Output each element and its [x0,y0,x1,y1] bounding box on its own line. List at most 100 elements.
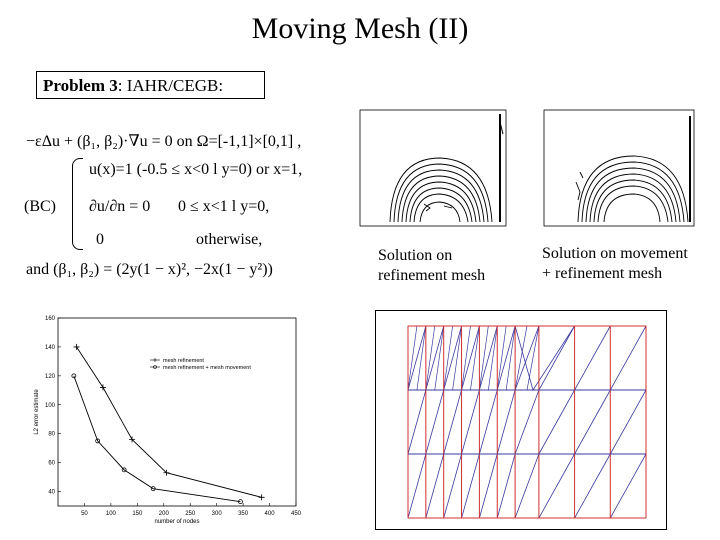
legend-label: mesh refinement + mesh movement [163,365,251,371]
mesh-plot [375,310,667,530]
caption-movement-line-1: Solution on movement [542,245,688,262]
data-point [99,384,106,391]
x-tick-label: 250 [185,511,196,517]
mesh-diagonal [514,389,540,455]
legend-label: mesh refinement [163,358,204,364]
mesh-diagonal [452,325,462,391]
y-tick-label: 60 [48,461,55,467]
bc-line-1: u(x)=1 (-0.5 ≤ x<0 l y=0) or x=1, [89,161,303,178]
data-point [95,438,101,444]
mesh-diagonal [505,325,516,391]
mesh-diagonal [461,389,480,455]
mesh-diagonal [479,325,489,391]
mesh-diagonal [479,325,498,391]
y-tick-label: 120 [45,374,56,380]
problem-label: Problem 3 [43,76,118,95]
mesh-diagonal [443,325,462,391]
mesh-diagonal [538,389,575,455]
problem-name: : IAHR/CEGB: [117,76,224,95]
mesh-diagonal [574,389,611,455]
caption-movement-line-2: + refinement mesh [542,265,663,282]
mesh-diagonal [479,389,498,455]
caption-refinement: Solution on refinement mesh [378,246,485,286]
mesh-diagonal [407,389,427,455]
and-equation: and (β₁, β₂) = (2y(1 − x)², −2x(1 − y²)) [26,261,273,278]
data-point [121,467,127,473]
mesh-diagonal [609,389,647,455]
mesh-diagonal [496,325,516,391]
mesh-diagonal [425,453,445,519]
mesh-diagonal [461,325,471,391]
legend-marker [153,365,157,369]
mesh-diagonal [538,325,575,391]
caption-refinement-line-1: Solution on [378,247,453,264]
error-chart: 50 100 150 200 250 300 350 400 450 40 60 80 100 120 14… [34,316,302,525]
mesh-diagonal [407,453,427,519]
mesh-diagonal [514,453,540,519]
mesh-diagonal [416,325,427,391]
y-tick-label: 140 [45,345,56,351]
x-tick-label: 300 [212,511,223,517]
chart-plot-area [57,317,297,507]
caption-movement: Solution on movement + refinement mesh [542,244,688,284]
x-tick-label: 100 [106,511,117,517]
mesh-diagonal [574,453,611,519]
bc-brace [72,158,83,250]
contour-plot-movement [543,109,695,227]
bc-line-3-right: otherwise, [196,231,263,248]
y-tick-label: 40 [48,490,55,496]
bc-label: (BC) [24,198,56,215]
x-tick-label: 350 [238,511,249,517]
slide-title: Moving Mesh (II) [251,12,469,45]
mesh-diagonal [574,325,611,391]
bc-line-2-left: ∂u/∂n = 0 [89,198,151,215]
data-point [163,469,170,476]
caption-refinement-line-2: refinement mesh [378,267,486,284]
data-point [71,373,77,379]
mesh-diagonal [487,325,498,391]
mesh-diagonal [514,325,540,391]
mesh-diagonal [496,325,507,391]
x-tick-label: 200 [159,511,170,517]
bc-line-3-left: 0 [96,231,104,248]
data-point [238,499,243,505]
mesh-diagonal [526,325,540,391]
mesh-diagonal [407,325,427,391]
mesh-diagonal [443,325,453,391]
mesh-diagonal [470,325,480,391]
y-tick-label: 160 [45,316,56,322]
mesh-diagonal [425,389,445,455]
x-axis-label: number of nodes [154,519,199,525]
data-point [73,343,80,350]
mesh-diagonal [434,325,445,391]
mesh-diagonal [496,389,516,455]
mesh-diagonal [425,325,445,391]
y-tick-label: 80 [48,432,55,438]
mesh-diagonal [425,325,436,391]
data-point [129,436,136,443]
mesh-diagonal [538,453,575,519]
data-point [258,494,265,501]
x-tick-label: 50 [81,511,88,517]
mesh-diagonal [407,325,418,391]
data-point [150,486,156,492]
x-tick-label: 450 [291,511,302,517]
x-tick-label: 400 [265,511,276,517]
y-tick-label: 100 [45,403,56,409]
series-line [73,375,241,503]
mesh-diagonal [609,325,647,391]
mesh-diagonal [496,453,516,519]
pde-equation: −εΔu + (β₁, β₂)·∇u = 0 on Ω=[-1,1]×[0,1]… [26,133,302,150]
mesh-diagonal [479,453,498,519]
bc-line-2-right: 0 ≤ x<1 l y=0, [178,198,270,215]
mesh-diagonal [443,389,462,455]
problem-box: Problem 3: IAHR/CEGB: [36,71,265,99]
legend-marker [153,358,157,362]
mesh-diagonal [609,453,647,519]
mesh-diagonal [514,325,528,391]
mesh-diagonal [443,453,462,519]
x-tick-label: 150 [132,511,143,517]
y-axis-label: L2 error estimate [34,389,40,435]
contour-plot-refinement [359,109,507,227]
mesh-diagonal [461,325,480,391]
